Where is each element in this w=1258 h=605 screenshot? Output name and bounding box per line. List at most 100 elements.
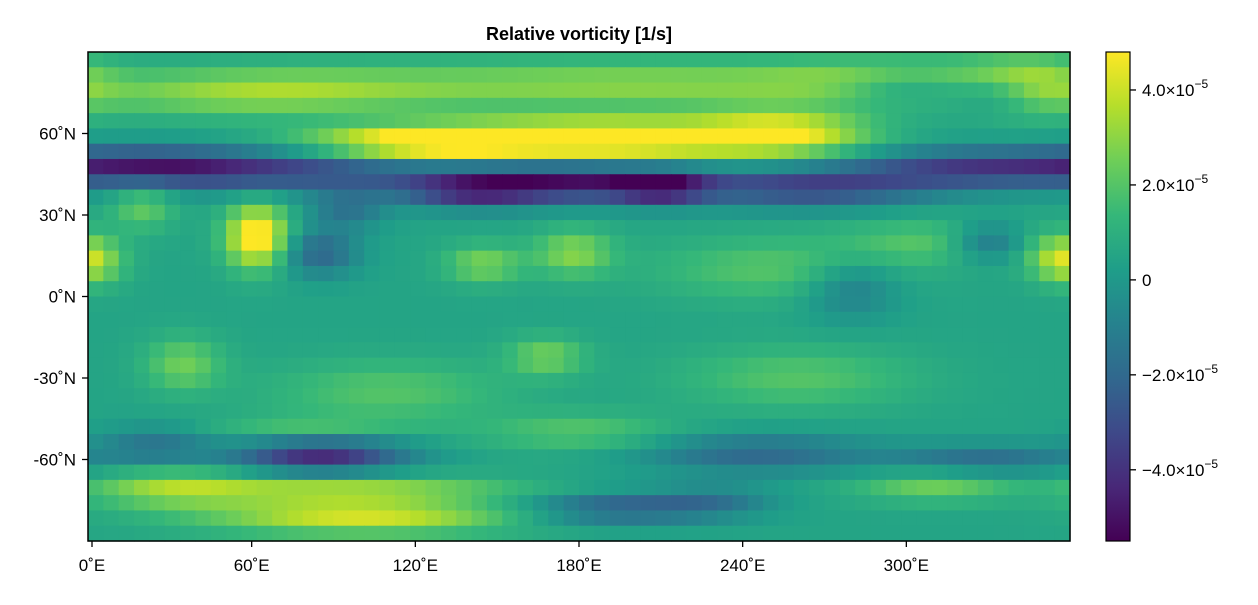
- heatmap-cell: [916, 174, 933, 191]
- heatmap-cell: [241, 235, 258, 252]
- heatmap-cell: [287, 97, 304, 114]
- heatmap-cell: [870, 311, 887, 328]
- heatmap-cell: [1054, 525, 1071, 542]
- heatmap-cell: [88, 82, 104, 99]
- heatmap-cell: [241, 495, 258, 512]
- heatmap-cell: [594, 250, 611, 267]
- heatmap-cell: [287, 525, 304, 542]
- heatmap-cell: [379, 281, 396, 298]
- heatmap-cell: [195, 418, 212, 435]
- heatmap-cell: [394, 510, 411, 527]
- heatmap-cell: [364, 434, 381, 450]
- heatmap-cell: [916, 158, 933, 175]
- heatmap-cell: [88, 265, 104, 282]
- heatmap-cell: [763, 464, 780, 481]
- heatmap-cell: [226, 342, 243, 359]
- heatmap-cell: [456, 525, 473, 542]
- heatmap-cell: [962, 311, 979, 328]
- heatmap-cell: [379, 265, 396, 282]
- heatmap-cell: [763, 128, 780, 145]
- heatmap-cell: [241, 128, 258, 145]
- heatmap-cell: [1054, 449, 1071, 466]
- heatmap-cell: [532, 342, 549, 359]
- heatmap-cell: [993, 97, 1010, 114]
- heatmap-cell: [302, 143, 319, 160]
- heatmap-cell: [318, 327, 335, 343]
- heatmap-cell: [778, 52, 795, 68]
- heatmap-cell: [885, 479, 902, 496]
- heatmap-cell: [931, 82, 948, 99]
- heatmap-cell: [410, 281, 427, 298]
- heatmap-cell: [548, 495, 565, 512]
- heatmap-cell: [103, 250, 120, 267]
- heatmap-cell: [686, 311, 703, 328]
- heatmap-cell: [256, 372, 273, 389]
- heatmap-cell: [226, 311, 243, 328]
- heatmap-cell: [195, 220, 212, 236]
- heatmap-cell: [824, 174, 841, 191]
- heatmap-cell: [1039, 525, 1056, 542]
- heatmap-cell: [609, 174, 626, 191]
- heatmap-cell: [318, 449, 335, 466]
- heatmap-cell: [870, 97, 887, 114]
- heatmap-cell: [394, 327, 411, 343]
- heatmap-cell: [809, 189, 826, 206]
- heatmap-cell: [655, 82, 672, 99]
- heatmap-cell: [640, 449, 657, 466]
- heatmap-cell: [625, 296, 641, 313]
- heatmap-cell: [440, 52, 457, 68]
- heatmap-cell: [671, 449, 687, 466]
- heatmap-cell: [962, 235, 979, 252]
- heatmap-cell: [180, 265, 196, 282]
- heatmap-cell: [486, 204, 503, 221]
- heatmap-cell: [548, 510, 565, 527]
- heatmap-cell: [88, 113, 104, 130]
- heatmap-cell: [379, 510, 396, 527]
- heatmap-cell: [272, 510, 289, 527]
- heatmap-cell: [502, 250, 519, 267]
- heatmap-cell: [471, 449, 488, 466]
- heatmap-cell: [318, 189, 335, 206]
- heatmap-cell: [364, 220, 381, 236]
- heatmap-cell: [870, 143, 887, 160]
- heatmap-cell: [563, 327, 580, 343]
- heatmap-cell: [916, 220, 933, 236]
- heatmap-cell: [1054, 342, 1071, 359]
- heatmap-cell: [763, 479, 780, 496]
- heatmap-cell: [532, 250, 549, 267]
- heatmap-cell: [548, 82, 565, 99]
- heatmap-cell: [394, 464, 411, 481]
- heatmap-cell: [885, 342, 902, 359]
- heatmap-cell: [763, 265, 780, 282]
- heatmap-cell: [962, 479, 979, 496]
- heatmap-cell: [625, 128, 641, 145]
- heatmap-cell: [732, 113, 749, 130]
- heatmap-cell: [532, 388, 549, 405]
- heatmap-cell: [517, 158, 534, 175]
- heatmap-cell: [180, 311, 196, 328]
- heatmap-cell: [701, 158, 718, 175]
- heatmap-cell: [885, 510, 902, 527]
- heatmap-cell: [732, 281, 749, 298]
- heatmap-cell: [563, 525, 580, 542]
- heatmap-cell: [134, 143, 150, 160]
- heatmap-cell: [548, 189, 565, 206]
- heatmap-cell: [793, 403, 810, 420]
- heatmap-cell: [1039, 327, 1056, 343]
- heatmap-cell: [440, 128, 457, 145]
- heatmap-cell: [1054, 143, 1071, 160]
- heatmap-cell: [732, 342, 749, 359]
- heatmap-cell: [272, 525, 289, 542]
- heatmap-cell: [732, 67, 749, 84]
- heatmap-cell: [302, 479, 319, 496]
- heatmap-cell: [195, 97, 212, 114]
- heatmap-cell: [410, 265, 427, 282]
- heatmap-cell: [333, 495, 350, 512]
- heatmap-cell: [364, 311, 381, 328]
- heatmap-cell: [931, 372, 948, 389]
- heatmap-cell: [180, 52, 196, 68]
- heatmap-cell: [1023, 311, 1040, 328]
- heatmap-cell: [625, 434, 641, 450]
- heatmap-cell: [655, 357, 672, 374]
- heatmap-cell: [410, 189, 427, 206]
